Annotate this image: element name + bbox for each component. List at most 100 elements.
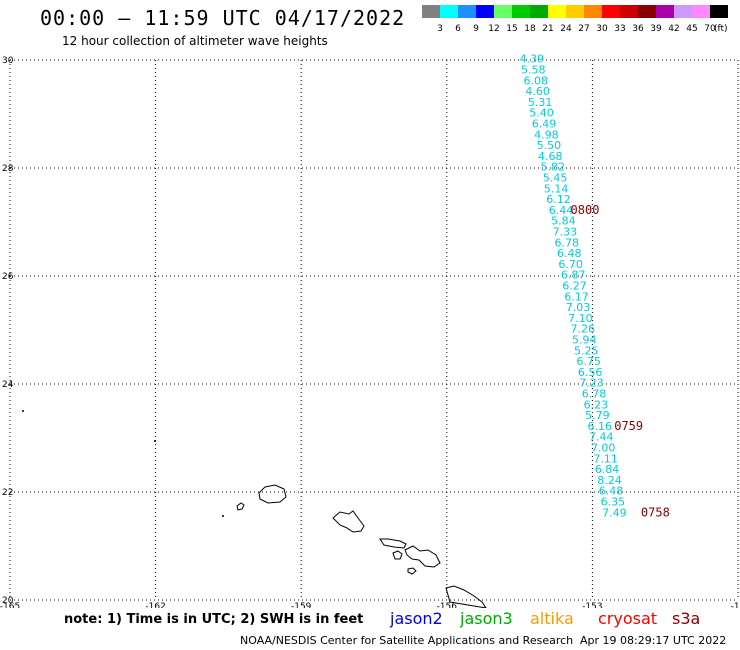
swh-value: 6.70 (558, 258, 583, 271)
color-swatch (620, 5, 638, 18)
footnote: note: 1) Time is in UTC; 2) SWH is in fe… (64, 612, 364, 627)
grid-layer: -165 -162 -159 -156 -153 -15 30 28 26 24 22 20 (0, 56, 740, 608)
swh-value: 5.40 (529, 107, 554, 120)
swh-value: 6.48 (557, 247, 582, 260)
page-title: 00:00 – 11:59 UTC 04/17/2022 (40, 6, 406, 30)
islet-dot (222, 515, 224, 517)
swh-value: 6.12 (546, 193, 571, 206)
legend-cryosat: cryosat (598, 609, 658, 628)
swh-value: 5.25 (574, 344, 599, 357)
legend-altika: altika (530, 609, 574, 628)
swh-value: 7.33 (553, 226, 578, 239)
swh-value: 6.75 (576, 355, 601, 368)
swh-value: 6.44 (549, 204, 574, 217)
generated-timestamp: Apr 19 08:29:17 UTC 2022 (580, 634, 727, 647)
swh-value: 5.45 (543, 172, 568, 185)
swh-value: 4.39 (520, 53, 545, 66)
color-scale-label: 18 (524, 24, 536, 34)
color-swatch (674, 5, 692, 18)
color-swatch (710, 5, 728, 18)
pass-time-label: 0800 (571, 203, 600, 217)
color-swatch (422, 5, 440, 18)
swh-value: 6.23 (584, 398, 609, 411)
island-hawaii (445, 585, 487, 608)
swh-value: 7.11 (593, 452, 618, 465)
island-maui (404, 545, 441, 568)
island-kahoolawe (407, 567, 417, 575)
color-scale-label: 33 (614, 24, 625, 34)
y-tick-label: 26 (2, 272, 14, 282)
y-tick-label: 22 (2, 488, 13, 498)
swh-value: 6.78 (582, 388, 607, 401)
color-scale-label: 42 (668, 24, 679, 34)
swh-value: 8.24 (597, 474, 622, 487)
swh-value: 7.26 (571, 323, 596, 336)
x-tick-label: -153 (582, 602, 602, 608)
color-scale-label: 15 (506, 24, 517, 34)
color-swatch (566, 5, 584, 18)
swh-value: 4.68 (538, 150, 563, 163)
color-scale-legend: 3 6 9 12 15 18 21 24 27 30 33 36 39 42 45 70(ft) (422, 5, 728, 34)
page-subtitle: 12 hour collection of altimeter wave hei… (62, 34, 328, 48)
swh-value: 6.08 (523, 74, 548, 87)
island-lanai (392, 550, 403, 560)
satellite-legend: jason2 jason3 altika cryosat s3a (390, 609, 740, 631)
swh-value: 6.17 (564, 290, 589, 303)
y-tick-label: 28 (2, 164, 14, 174)
swh-value: 4.98 (534, 128, 559, 141)
swh-value: 6.27 (562, 280, 587, 293)
legend-jason3: jason3 (460, 609, 513, 628)
island-kauai (258, 484, 287, 504)
swh-value: 6.16 (588, 420, 613, 433)
color-scale-label: 3 (437, 24, 443, 34)
swh-value: 5.58 (521, 64, 546, 77)
x-tick-label: -162 (145, 602, 165, 608)
swh-value: 5.50 (537, 139, 562, 152)
color-scale-label: 39 (650, 24, 662, 34)
swh-value: 6.35 (601, 496, 626, 509)
x-tick-label: -159 (291, 602, 312, 608)
x-tick-label: -15 (731, 602, 740, 608)
altimeter-track: 4.395.586.084.605.315.406.494.985.504.68… (520, 53, 627, 520)
swh-value: 7.00 (591, 442, 616, 455)
swh-value: 7.23 (579, 377, 604, 390)
island-molokai (379, 538, 407, 549)
color-swatch (602, 5, 620, 18)
y-tick-label: 24 (2, 380, 14, 390)
wave-height-map[interactable]: -165 -162 -159 -156 -153 -15 30 28 26 24 22 20 4.39… (0, 0, 740, 608)
color-swatch (692, 5, 710, 18)
color-scale-label: 6 (455, 24, 461, 34)
color-scale-unit: (ft) (714, 24, 728, 34)
pass-time-label: 0759 (614, 419, 643, 433)
x-tick-label: -156 (437, 602, 458, 608)
hawaii-coastline (22, 410, 487, 608)
islet-dot (154, 440, 156, 442)
swh-value: 6.56 (578, 366, 603, 379)
swh-value: 5.79 (585, 409, 610, 422)
legend-jason2: jason2 (390, 609, 443, 628)
legend-s3a: s3a (672, 609, 701, 628)
color-swatch (476, 5, 494, 18)
swh-value: 6.48 (599, 485, 624, 498)
color-swatch (530, 5, 548, 18)
swh-value: 6.49 (532, 118, 557, 131)
color-scale-label: 12 (488, 24, 499, 34)
swh-value: 6.78 (555, 236, 580, 249)
x-tick-label: -165 (0, 602, 20, 608)
color-scale-label: 27 (578, 24, 589, 34)
swh-value: 7.49 (602, 506, 627, 519)
island-niihau (236, 502, 245, 511)
color-scale-label: 30 (596, 24, 608, 34)
y-tick-label: 20 (2, 596, 14, 606)
y-tick-label: 30 (2, 56, 14, 66)
swh-value: 5.31 (528, 96, 553, 109)
color-scale-label: 21 (542, 24, 553, 34)
color-scale-label: 70 (704, 24, 716, 34)
color-scale-label: 24 (560, 24, 572, 34)
color-scale-label: 45 (686, 24, 697, 34)
pass-time-label: 0758 (641, 505, 670, 519)
pass-time-labels: 0800 0759 0758 (571, 203, 670, 519)
swh-value: 5.82 (540, 161, 565, 174)
swh-value: 5.84 (551, 215, 576, 228)
color-swatch (440, 5, 458, 18)
